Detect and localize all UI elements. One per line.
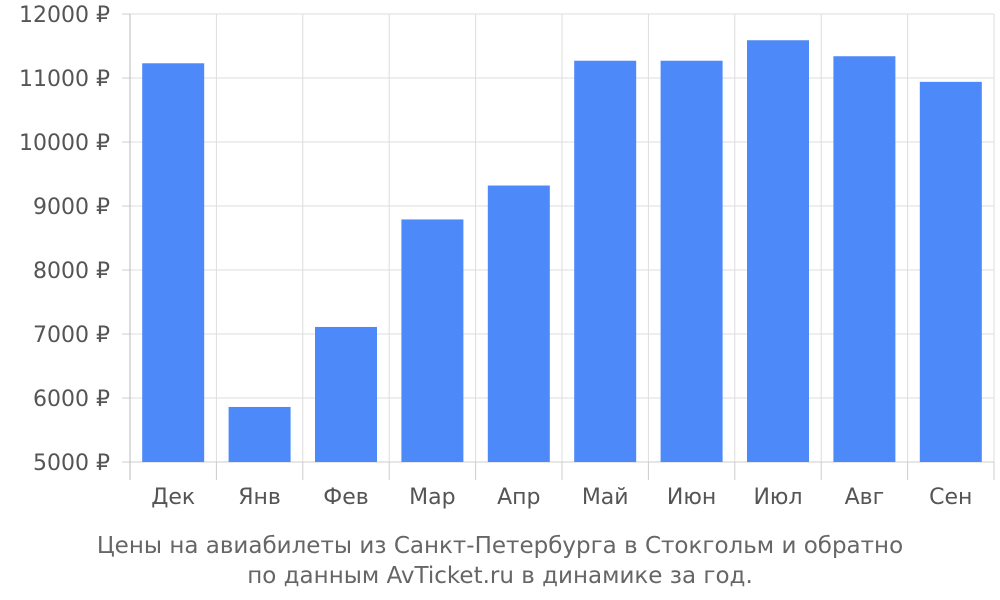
bar-9 — [919, 81, 982, 462]
x-tick-label: Май — [582, 485, 629, 510]
x-tick-label: Мар — [409, 485, 455, 510]
x-tick-label: Янв — [238, 485, 281, 510]
bars — [142, 40, 982, 463]
bar-0 — [142, 63, 205, 462]
y-tick-label: 7000 ₽ — [33, 323, 110, 348]
y-tick-label: 10000 ₽ — [19, 131, 110, 156]
chart-caption-line-1: Цены на авиабилеты из Санкт-Петербурга в… — [96, 533, 904, 559]
y-tick-label: 5000 ₽ — [33, 451, 110, 476]
y-tick-label: 12000 ₽ — [19, 3, 110, 28]
y-tick-label: 11000 ₽ — [19, 67, 110, 92]
x-axis: Дек Янв Фев Мар Апр Май Июн Июл Авг Сен — [151, 485, 972, 510]
bar-2 — [315, 326, 377, 462]
bar-8 — [833, 56, 896, 463]
x-tick-label: Сен — [929, 485, 972, 510]
x-tick-label: Авг — [845, 485, 885, 510]
bar-7 — [747, 40, 809, 463]
x-tick-label: Июл — [753, 485, 802, 510]
y-axis: 5000 ₽ 6000 ₽ 7000 ₽ 8000 ₽ 9000 ₽ 10000 ₽ 110… — [19, 3, 131, 480]
y-tick-label: 8000 ₽ — [33, 259, 110, 284]
x-tick-label: Июн — [667, 485, 716, 510]
y-tick-label: 9000 ₽ — [33, 195, 110, 220]
x-tick-label: Фев — [323, 485, 368, 510]
bar-6 — [660, 60, 723, 462]
y-tick-label: 6000 ₽ — [33, 387, 110, 412]
bar-3 — [401, 219, 464, 462]
bar-5 — [574, 60, 637, 462]
bar-1 — [228, 406, 291, 462]
chart-caption-line-2: по данным AvTicket.ru в динамике за год. — [247, 563, 753, 589]
x-tick-label: Апр — [497, 485, 540, 510]
x-tick-label: Дек — [151, 485, 195, 510]
bar-4 — [487, 185, 550, 462]
